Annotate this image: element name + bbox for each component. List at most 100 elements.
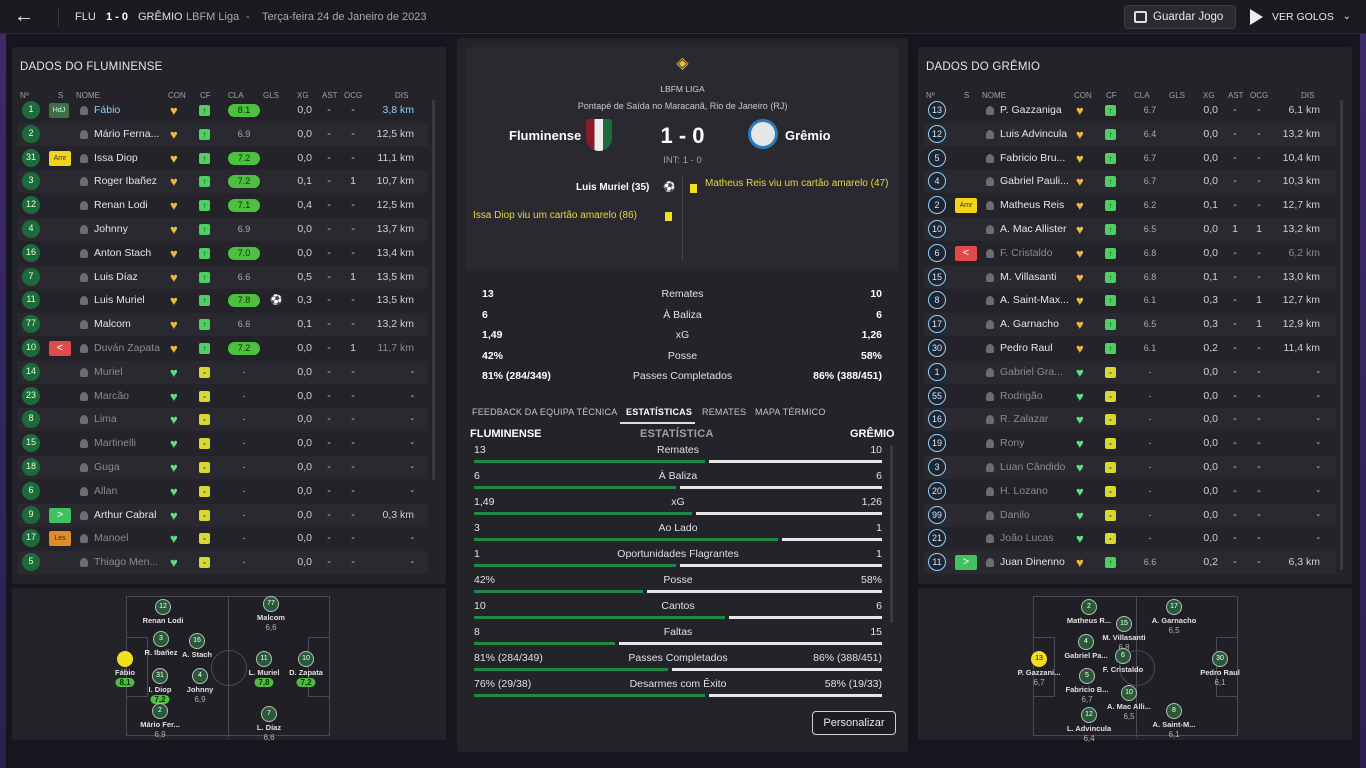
player-name[interactable]: Anton Stach (94, 246, 152, 259)
column-header[interactable]: CON (1074, 91, 1092, 100)
column-header[interactable]: AST (322, 91, 338, 100)
column-header[interactable]: DIS (395, 91, 409, 100)
formation-player-marker[interactable]: 2 (1081, 599, 1097, 615)
formation-player-marker[interactable] (117, 651, 133, 667)
player-name[interactable]: Allan (94, 484, 118, 497)
formation-player-marker[interactable]: 15 (1116, 616, 1132, 632)
home-team-name[interactable]: Fluminense (509, 128, 582, 143)
formation-player-marker[interactable]: 4 (192, 668, 208, 684)
player-name[interactable]: Fábio (94, 104, 121, 116)
formation-player-marker[interactable]: 16 (189, 633, 205, 649)
table-row[interactable]: 7 Luis Díaz ♥ ↑ 6.6 0,5 - 1 13,5 km (18, 265, 428, 289)
tab-heat-map[interactable]: MAPA TÉRMICO (755, 407, 826, 417)
column-header[interactable]: XG (1203, 91, 1215, 100)
scrollbar[interactable] (890, 445, 893, 623)
player-name[interactable]: Arthur Cabral (94, 508, 157, 521)
view-goals-button[interactable]: VER GOLOS ⌄ (1244, 5, 1359, 29)
column-header[interactable]: Nº (926, 91, 935, 100)
tab-staff-feedback[interactable]: FEEDBACK DA EQUIPA TÉCNICA (472, 407, 618, 417)
table-row[interactable]: 2 Amr Matheus Reis ♥ ↑ 6.2 0,1 - - 12,7 km (924, 194, 1336, 217)
player-name[interactable]: Malcom (94, 318, 131, 331)
table-row[interactable]: 17 Les Manoel ♥ - - 0,0 - - - (18, 527, 428, 550)
player-name[interactable]: M. Villasanti (1000, 270, 1057, 283)
player-name[interactable]: A. Mac Allister (1000, 223, 1067, 235)
formation-player-marker[interactable]: 2 (152, 703, 168, 719)
player-name[interactable]: Danilo (1000, 508, 1030, 521)
formation-player-marker[interactable]: 7 (261, 706, 277, 722)
player-name[interactable]: Rodrigão (1000, 389, 1043, 402)
table-row[interactable]: 5 Thiago Men... ♥ - - 0,0 - - - (18, 551, 428, 575)
column-header[interactable]: S (964, 91, 970, 100)
table-row[interactable]: 1 HdJ Fábio ♥ ↑ 8.1 0,0 - - 3,8 km (18, 99, 428, 122)
table-row[interactable]: 14 Muriel ♥ - - 0,0 - - - (18, 360, 428, 384)
table-row[interactable]: 20 H. Lozano ♥ - - 0,0 - - - (924, 480, 1336, 503)
column-header[interactable]: CF (200, 91, 211, 100)
formation-player-marker[interactable]: 30 (1212, 651, 1228, 667)
formation-player-marker[interactable]: 17 (1166, 599, 1182, 615)
table-row[interactable]: 15 Martinelli ♥ - - 0,0 - - - (18, 432, 428, 455)
table-row[interactable]: 16 R. Zalazar ♥ - - 0,0 - - - (924, 408, 1336, 432)
formation-player-marker[interactable]: 12 (1081, 707, 1097, 723)
player-name[interactable]: Roger Ibañez (94, 175, 158, 188)
formation-player-marker[interactable]: 13 (1031, 651, 1047, 667)
table-row[interactable]: 11 > Juan Dinenno ♥ ↑ 6.6 0,2 - - 6,3 km (924, 551, 1336, 575)
player-name[interactable]: Renan Lodi (94, 199, 148, 212)
table-row[interactable]: 5 Fabricio Bru... ♥ ↑ 6.7 0,0 - - 10,4 km (924, 147, 1336, 170)
table-row[interactable]: 11 Luis Muriel ♥ ↑ 7.8 ⚽ 0,3 - - 13,5 km (18, 289, 428, 312)
table-row[interactable]: 13 P. Gazzaniga ♥ ↑ 6.7 0,0 - - 6,1 km (924, 99, 1336, 122)
player-name[interactable]: Juan Dinenno (1000, 556, 1065, 569)
table-row[interactable]: 4 Johnny ♥ ↑ 6.9 0,0 - - 13,7 km (18, 218, 428, 241)
formation-player-marker[interactable]: 11 (256, 651, 272, 667)
column-header[interactable]: GLS (1169, 91, 1186, 100)
player-name[interactable]: Mário Ferna... (94, 127, 160, 140)
player-name[interactable]: Lima (94, 413, 117, 426)
player-name[interactable]: Johnny (94, 223, 128, 235)
formation-player-marker[interactable]: 12 (155, 599, 171, 615)
table-row[interactable]: 21 João Lucas ♥ - - 0,0 - - - (924, 527, 1336, 550)
away-team-name[interactable]: Grêmio (785, 128, 831, 143)
player-name[interactable]: Thiago Men... (94, 556, 159, 569)
table-row[interactable]: 12 Renan Lodi ♥ ↑ 7.1 0,4 - - 12,5 km (18, 194, 428, 217)
column-header[interactable]: NOME (76, 91, 100, 100)
column-header[interactable]: S (58, 91, 64, 100)
tab-shots[interactable]: REMATES (702, 407, 747, 417)
player-name[interactable]: João Lucas (1000, 532, 1054, 545)
formation-player-marker[interactable]: 77 (263, 596, 279, 612)
formation-player-marker[interactable]: 10 (1121, 685, 1137, 701)
column-header[interactable]: NOME (982, 91, 1006, 100)
table-row[interactable]: 19 Rony ♥ - - 0,0 - - - (924, 432, 1336, 455)
formation-player-marker[interactable]: 6 (1115, 648, 1131, 664)
table-row[interactable]: 8 A. Saint-Max... ♥ ↑ 6.1 0,3 - 1 12,7 km (924, 289, 1336, 312)
back-arrow-icon[interactable]: ← (14, 5, 34, 27)
table-row[interactable]: 1 Gabriel Gra... ♥ - - 0,0 - - - (924, 360, 1336, 384)
player-name[interactable]: A. Garnacho (1000, 318, 1059, 331)
table-row[interactable]: 6 < F. Cristaldo ♥ ↑ 6.8 0,0 - - 6,2 km (924, 242, 1336, 265)
save-game-button[interactable]: Guardar Jogo (1124, 5, 1236, 29)
table-row[interactable]: 99 Danilo ♥ - - 0,0 - - - (924, 503, 1336, 527)
column-header[interactable]: CLA (1134, 91, 1150, 100)
table-row[interactable]: 2 Mário Ferna... ♥ ↑ 6.9 0,0 - - 12,5 km (18, 122, 428, 146)
column-header[interactable]: GLS (263, 91, 280, 100)
player-name[interactable]: Duván Zapata (94, 342, 160, 354)
scrollbar[interactable] (1340, 100, 1343, 570)
player-name[interactable]: Luis Díaz (94, 270, 138, 283)
column-header[interactable]: AST (1228, 91, 1244, 100)
customize-button[interactable]: Personalizar (812, 711, 896, 735)
table-row[interactable]: 23 Marcão ♥ - - 0,0 - - - (18, 385, 428, 408)
player-name[interactable]: Muriel (94, 365, 123, 378)
column-header[interactable]: DIS (1301, 91, 1315, 100)
formation-player-marker[interactable]: 3 (153, 631, 169, 647)
player-name[interactable]: Gabriel Gra... (1000, 365, 1064, 378)
table-row[interactable]: 8 Lima ♥ - - 0,0 - - - (18, 408, 428, 432)
table-row[interactable]: 3 Luan Cândido ♥ - - 0,0 - - - (924, 456, 1336, 479)
player-name[interactable]: Rony (1000, 437, 1025, 450)
table-row[interactable]: 10 A. Mac Allister ♥ ↑ 6.5 0,0 1 1 13,2 km (924, 218, 1336, 241)
formation-player-marker[interactable]: 31 (152, 668, 168, 684)
player-name[interactable]: A. Saint-Max... (1000, 294, 1069, 307)
player-name[interactable]: Luan Cândido (1000, 461, 1066, 473)
table-row[interactable]: 6 Allan ♥ - - 0,0 - - - (18, 480, 428, 503)
player-name[interactable]: Matheus Reis (1000, 199, 1065, 212)
player-name[interactable]: F. Cristaldo (1000, 246, 1053, 259)
table-row[interactable]: 30 Pedro Raul ♥ ↑ 6.1 0,2 - - 11,4 km (924, 337, 1336, 360)
table-row[interactable]: 55 Rodrigão ♥ - - 0,0 - - - (924, 385, 1336, 408)
